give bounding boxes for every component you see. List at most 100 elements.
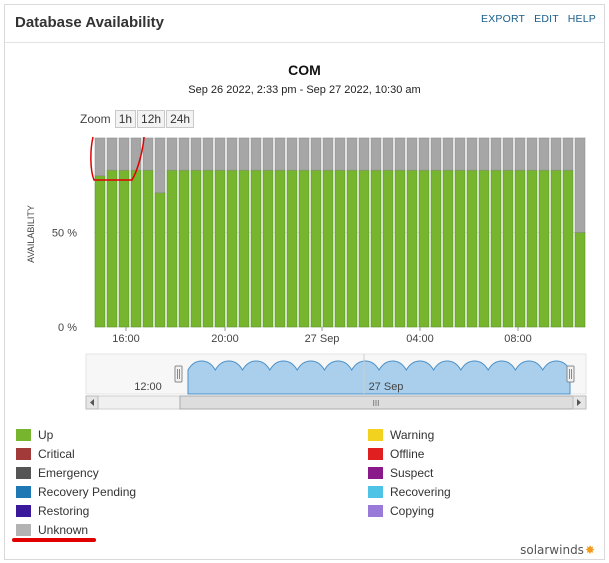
bar-up[interactable] xyxy=(238,169,250,328)
bar-up[interactable] xyxy=(166,169,178,328)
bar-unknown[interactable] xyxy=(334,137,346,171)
y-tick-label: 50 % xyxy=(52,228,77,240)
bar-unknown[interactable] xyxy=(358,137,370,171)
bar-up[interactable] xyxy=(250,169,262,328)
bar-unknown[interactable] xyxy=(418,137,430,171)
bar-up[interactable] xyxy=(214,169,226,328)
bar-up[interactable] xyxy=(574,232,586,328)
bar-up[interactable] xyxy=(334,169,346,328)
bar-up[interactable] xyxy=(466,169,478,328)
bar-up[interactable] xyxy=(370,169,382,328)
bar-unknown[interactable] xyxy=(574,137,586,233)
scroll-right-arrow-icon xyxy=(577,399,581,406)
bar-up[interactable] xyxy=(142,169,154,328)
bar-unknown[interactable] xyxy=(526,137,538,171)
bar-unknown[interactable] xyxy=(238,137,250,171)
export-link[interactable]: EXPORT xyxy=(480,13,525,25)
help-link[interactable]: HELP xyxy=(567,13,596,25)
solarwinds-flare-icon: ✸ xyxy=(584,543,595,557)
bar-unknown[interactable] xyxy=(310,137,322,171)
red-underline-annotation xyxy=(12,538,96,542)
bar-unknown[interactable] xyxy=(94,137,106,177)
bar-up[interactable] xyxy=(310,169,322,328)
bar-unknown[interactable] xyxy=(370,137,382,171)
bar-unknown[interactable] xyxy=(106,137,118,171)
bar-up[interactable] xyxy=(190,169,202,328)
bar-unknown[interactable] xyxy=(178,137,190,171)
bar-up[interactable] xyxy=(130,169,142,328)
bar-unknown[interactable] xyxy=(130,137,142,171)
bar-up[interactable] xyxy=(286,169,298,328)
chart-subtitle: Sep 26 2022, 2:33 pm - Sep 27 2022, 10:3… xyxy=(188,84,421,96)
bar-unknown[interactable] xyxy=(478,137,490,171)
bar-unknown[interactable] xyxy=(442,137,454,171)
legend-swatch xyxy=(16,524,31,536)
legend-swatch xyxy=(368,486,383,498)
bar-up[interactable] xyxy=(178,169,190,328)
bar-up[interactable] xyxy=(358,169,370,328)
bar-unknown[interactable] xyxy=(430,137,442,171)
bar-up[interactable] xyxy=(262,169,274,328)
bar-unknown[interactable] xyxy=(346,137,358,171)
zoom-label: Zoom xyxy=(80,112,111,126)
bar-unknown[interactable] xyxy=(298,137,310,171)
bar-up[interactable] xyxy=(226,169,238,328)
bar-unknown[interactable] xyxy=(250,137,262,171)
bar-up[interactable] xyxy=(298,169,310,328)
bar-up[interactable] xyxy=(490,169,502,328)
bar-unknown[interactable] xyxy=(226,137,238,171)
bar-up[interactable] xyxy=(562,169,574,328)
bar-unknown[interactable] xyxy=(466,137,478,171)
bar-up[interactable] xyxy=(514,169,526,328)
bar-up[interactable] xyxy=(550,169,562,328)
navigator-scrollbar[interactable]: III xyxy=(85,395,587,410)
bar-unknown[interactable] xyxy=(406,137,418,171)
bar-unknown[interactable] xyxy=(322,137,334,171)
bar-up[interactable] xyxy=(430,169,442,328)
zoom-12h-button[interactable]: 12h xyxy=(137,110,166,128)
bar-up[interactable] xyxy=(118,169,130,328)
bar-unknown[interactable] xyxy=(514,137,526,171)
bar-up[interactable] xyxy=(274,169,286,328)
bar-unknown[interactable] xyxy=(190,137,202,171)
bar-unknown[interactable] xyxy=(214,137,226,171)
bar-up[interactable] xyxy=(202,169,214,328)
bar-up[interactable] xyxy=(346,169,358,328)
bar-up[interactable] xyxy=(418,169,430,328)
bar-up[interactable] xyxy=(526,169,538,328)
bar-up[interactable] xyxy=(394,169,406,328)
range-navigator[interactable]: 12:00 27 Sep xyxy=(85,353,587,395)
zoom-24h-button[interactable]: 24h xyxy=(166,110,195,128)
navigator-left-handle[interactable] xyxy=(174,365,183,383)
bar-up[interactable] xyxy=(406,169,418,328)
bar-unknown[interactable] xyxy=(286,137,298,171)
bar-up[interactable] xyxy=(382,169,394,328)
bar-unknown[interactable] xyxy=(274,137,286,171)
bar-up[interactable] xyxy=(502,169,514,328)
bar-unknown[interactable] xyxy=(538,137,550,171)
bar-up[interactable] xyxy=(478,169,490,328)
bar-unknown[interactable] xyxy=(142,137,154,171)
bar-unknown[interactable] xyxy=(550,137,562,171)
bar-unknown[interactable] xyxy=(262,137,274,171)
edit-link[interactable]: EDIT xyxy=(534,13,559,25)
bar-unknown[interactable] xyxy=(118,137,130,171)
bar-up[interactable] xyxy=(454,169,466,328)
bar-unknown[interactable] xyxy=(502,137,514,171)
bar-up[interactable] xyxy=(106,169,118,328)
bar-up[interactable] xyxy=(154,192,166,328)
bar-unknown[interactable] xyxy=(166,137,178,171)
bar-unknown[interactable] xyxy=(394,137,406,171)
bar-unknown[interactable] xyxy=(562,137,574,171)
bar-up[interactable] xyxy=(94,175,106,328)
bar-up[interactable] xyxy=(442,169,454,328)
zoom-1h-button[interactable]: 1h xyxy=(114,110,137,128)
bar-unknown[interactable] xyxy=(454,137,466,171)
bar-unknown[interactable] xyxy=(154,137,166,194)
bar-unknown[interactable] xyxy=(382,137,394,171)
bar-up[interactable] xyxy=(538,169,550,328)
navigator-right-handle[interactable] xyxy=(566,365,575,383)
bar-unknown[interactable] xyxy=(490,137,502,171)
bar-unknown[interactable] xyxy=(202,137,214,171)
bar-up[interactable] xyxy=(322,169,334,328)
